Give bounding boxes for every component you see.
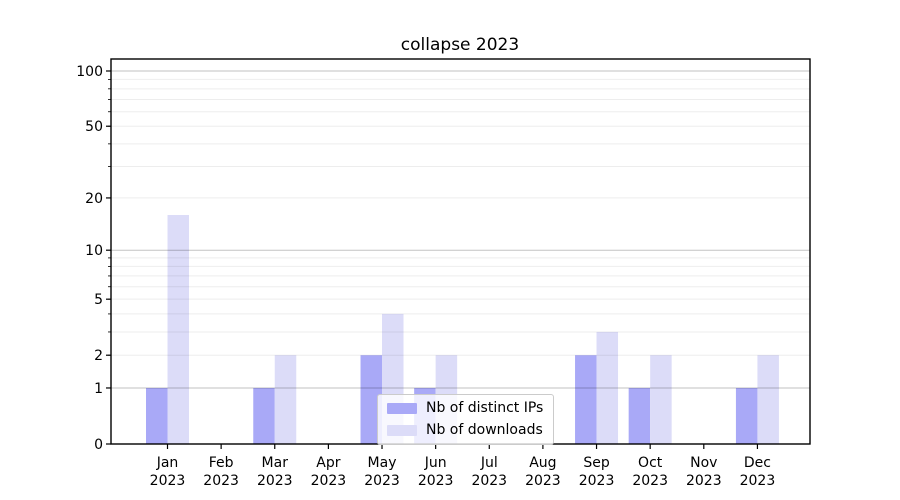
x-tick-label-sep: Sep [583,455,610,471]
legend-label-distinct-ips: Nb of distinct IPs [426,400,544,416]
x-tick-year-jan: 2023 [150,473,186,489]
x-tick-year-may: 2023 [364,473,400,489]
y-tick-label: 1 [94,381,103,397]
bar-distinct-ips-sep [575,355,597,444]
x-tick-year-jul: 2023 [471,473,507,489]
legend-item-distinct-ips: Nb of distinct IPs [387,400,543,418]
axes-spines [110,58,811,445]
x-tick-year-feb: 2023 [203,473,239,489]
bar-downloads-jan [167,215,189,444]
bar-distinct-ips-oct [628,387,651,444]
x-tick-year-sep: 2023 [579,473,615,489]
x-tick-label-apr: Apr [316,455,340,471]
x-tick-label-mar: Mar [262,455,289,471]
y-tick-label: 100 [76,64,103,80]
x-tick-year-aug: 2023 [525,473,561,489]
y-tick-label: 2 [94,348,103,364]
x-tick-label-feb: Feb [209,455,234,471]
y-tick-label: 0 [94,437,103,453]
x-tick-year-mar: 2023 [257,473,293,489]
x-tick-year-dec: 2023 [740,473,776,489]
y-tick-label: 10 [85,243,103,259]
legend-swatch-downloads [387,424,417,436]
y-tick-label: 20 [85,191,103,207]
bar-downloads-mar [274,355,297,444]
x-tick-year-apr: 2023 [311,473,347,489]
y-tick-label: 50 [85,119,103,135]
x-tick-label-jul: Jul [480,455,498,471]
y-tick-label: 5 [94,292,103,308]
x-tick-label-oct: Oct [638,455,663,471]
legend-label-downloads: Nb of downloads [426,421,543,438]
x-tick-year-jun: 2023 [418,473,454,489]
bar-distinct-ips-dec [735,387,758,444]
x-tick-label-aug: Aug [529,455,556,471]
bar-distinct-ips-jan [146,387,168,444]
x-tick-year-nov: 2023 [686,473,722,489]
x-tick-label-nov: Nov [690,455,717,471]
bar-downloads-sep [596,331,619,444]
bar-downloads-oct [650,355,672,444]
legend-swatch-distinct-ips [387,403,417,415]
legend-item-downloads: Nb of downloads [387,422,543,440]
x-tick-label-jun: Jun [424,455,447,471]
bar-distinct-ips-mar [253,387,275,444]
x-tick-year-oct: 2023 [632,473,668,489]
bar-distinct-ips-may [360,355,383,444]
legend: Nb of distinct IPs Nb of downloads [377,394,555,445]
bar-downloads-dec [757,355,779,444]
x-tick-label-dec: Dec [744,455,771,471]
x-tick-label-jan: Jan [156,455,179,471]
x-tick-label-may: May [368,455,397,471]
chart-title: collapse 2023 [401,35,519,55]
